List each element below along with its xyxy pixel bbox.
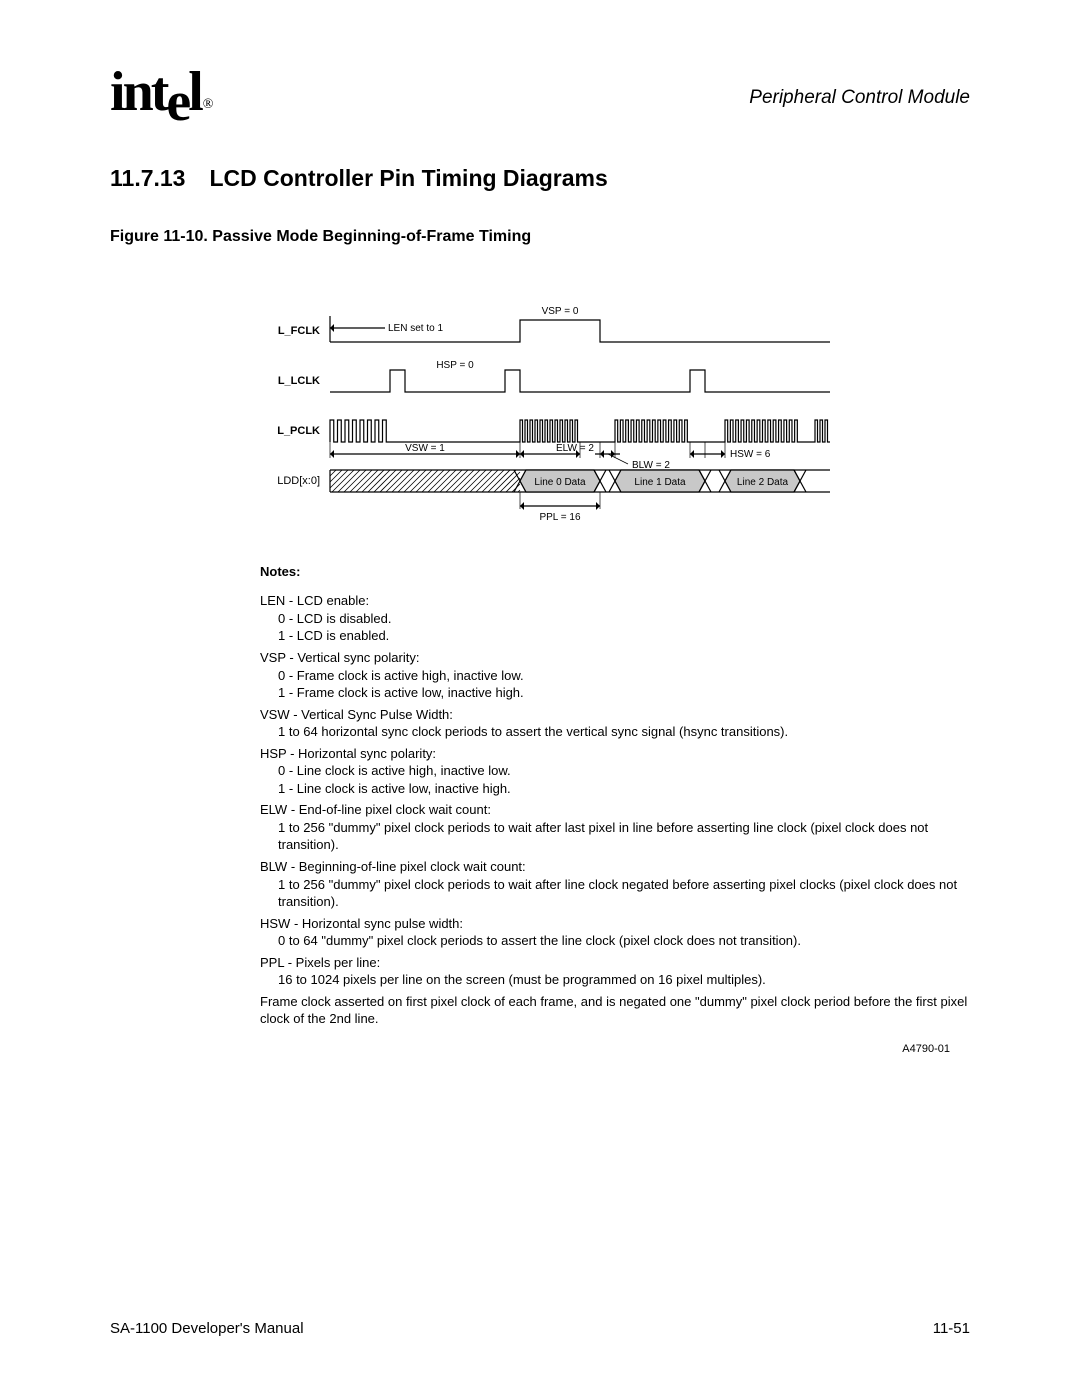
notes-body: LEN - LCD enable:0 - LCD is disabled.1 -… [260,592,970,988]
note-sub: 0 - LCD is disabled. [260,610,970,628]
svg-text:L_LCLK: L_LCLK [278,375,320,387]
note-sub: 1 - Frame clock is active low, inactive … [260,684,970,702]
svg-text:Line 1 Data: Line 1 Data [634,477,686,488]
section-number: 11.7.13 [110,165,185,192]
svg-text:L_PCLK: L_PCLK [277,425,320,437]
section-heading: 11.7.13 LCD Controller Pin Timing Diagra… [110,165,970,192]
note-term: PPL - Pixels per line: [260,954,970,972]
note-sub: 1 - Line clock is active low, inactive h… [260,780,970,798]
note-term: LEN - LCD enable: [260,592,970,610]
note-term: ELW - End-of-line pixel clock wait count… [260,801,970,819]
note-term: VSP - Vertical sync polarity: [260,649,970,667]
svg-text:Line 0 Data: Line 0 Data [534,477,586,488]
intel-logo: intel® [110,70,208,115]
note-sub: 16 to 1024 pixels per line on the screen… [260,971,970,989]
note-sub: 1 to 256 "dummy" pixel clock periods to … [260,876,970,911]
figure-id: A4790-01 [260,1042,950,1057]
page-footer: SA-1100 Developer's Manual 11-51 [110,1320,970,1337]
note-sub: 1 - LCD is enabled. [260,627,970,645]
footer-left: SA-1100 Developer's Manual [110,1320,304,1337]
svg-text:VSP = 0: VSP = 0 [542,306,579,317]
section-title: LCD Controller Pin Timing Diagrams [209,165,607,192]
note-sub: 1 to 256 "dummy" pixel clock periods to … [260,819,970,854]
svg-text:VSW = 1: VSW = 1 [405,443,445,454]
notes-heading: Notes: [260,563,970,581]
svg-text:L_FCLK: L_FCLK [278,325,320,337]
note-term: HSW - Horizontal sync pulse width: [260,915,970,933]
figure-caption: Figure 11-10. Passive Mode Beginning-of-… [110,228,970,246]
note-sub: 0 to 64 "dummy" pixel clock periods to a… [260,932,970,950]
svg-text:HSW = 6: HSW = 6 [730,449,771,460]
module-title: Peripheral Control Module [749,87,970,115]
timing-svg: L_FCLK L_LCLK L_PCLK LDD[x:0] LEN set to 1 VS… [260,290,840,540]
note-term: BLW - Beginning-of-line pixel clock wait… [260,858,970,876]
notes-final: Frame clock asserted on first pixel cloc… [260,993,970,1028]
svg-text:LEN set to 1: LEN set to 1 [388,323,443,334]
footer-right: 11-51 [933,1320,970,1337]
note-sub: 1 to 64 horizontal sync clock periods to… [260,723,970,741]
page-header: intel® Peripheral Control Module [110,70,970,115]
note-term: HSP - Horizontal sync polarity: [260,745,970,763]
note-term: VSW - Vertical Sync Pulse Width: [260,706,970,724]
svg-text:BLW = 2: BLW = 2 [632,460,670,471]
svg-text:HSP = 0: HSP = 0 [436,360,474,371]
notes-block: Notes: LEN - LCD enable:0 - LCD is disab… [260,563,970,1057]
svg-text:ELW = 2: ELW = 2 [556,443,594,454]
svg-text:PPL = 16: PPL = 16 [539,512,580,523]
svg-text:LDD[x:0]: LDD[x:0] [277,475,320,487]
timing-diagram: L_FCLK L_LCLK L_PCLK LDD[x:0] LEN set to 1 VS… [260,290,970,545]
svg-text:Line 2 Data: Line 2 Data [737,477,789,488]
page: intel® Peripheral Control Module 11.7.13… [0,0,1080,1397]
note-sub: 0 - Frame clock is active high, inactive… [260,667,970,685]
note-sub: 0 - Line clock is active high, inactive … [260,762,970,780]
